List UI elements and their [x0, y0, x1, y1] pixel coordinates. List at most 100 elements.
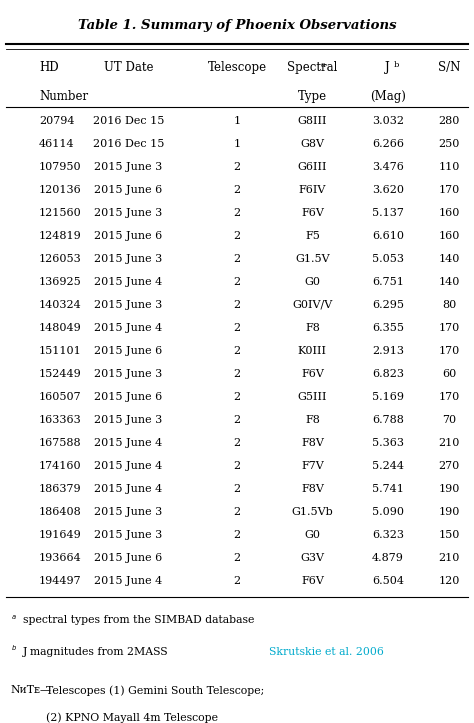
- Text: 210: 210: [438, 553, 460, 563]
- Text: G8V: G8V: [301, 139, 324, 149]
- Text: 2: 2: [233, 576, 241, 586]
- Text: 60: 60: [442, 369, 456, 379]
- Text: 20794: 20794: [39, 116, 74, 126]
- Text: 2015 June 4: 2015 June 4: [94, 323, 163, 333]
- Text: 6.751: 6.751: [372, 277, 404, 287]
- Text: 2016 Dec 15: 2016 Dec 15: [93, 139, 164, 149]
- Text: 2015 June 4: 2015 June 4: [94, 576, 163, 586]
- Text: 170: 170: [438, 185, 460, 195]
- Text: a: a: [321, 61, 326, 69]
- Text: 2: 2: [233, 553, 241, 563]
- Text: 160: 160: [438, 231, 460, 241]
- Text: 2: 2: [233, 369, 241, 379]
- Text: 210: 210: [438, 438, 460, 448]
- Text: S/N: S/N: [438, 61, 460, 74]
- Text: 5.244: 5.244: [372, 461, 404, 471]
- Text: 151101: 151101: [39, 346, 82, 356]
- Text: 152449: 152449: [39, 369, 82, 379]
- Text: 107950: 107950: [39, 162, 82, 172]
- Text: 2015 June 4: 2015 June 4: [94, 438, 163, 448]
- Text: 2015 June 6: 2015 June 6: [94, 553, 163, 563]
- Text: 4.879: 4.879: [372, 553, 404, 563]
- Text: G1.5Vb: G1.5Vb: [292, 507, 333, 517]
- Text: 2015 June 3: 2015 June 3: [94, 208, 163, 218]
- Text: 6.823: 6.823: [372, 369, 404, 379]
- Text: 2015 June 6: 2015 June 6: [94, 346, 163, 356]
- Text: G0: G0: [304, 277, 320, 287]
- Text: G0: G0: [304, 530, 320, 540]
- Text: Skrutskie et al. 2006: Skrutskie et al. 2006: [269, 646, 383, 656]
- Text: F5: F5: [305, 231, 320, 241]
- Text: 5.090: 5.090: [372, 507, 404, 517]
- Text: 6.295: 6.295: [372, 300, 404, 310]
- Text: 186408: 186408: [39, 507, 82, 517]
- Text: 2015 June 3: 2015 June 3: [94, 254, 163, 264]
- Text: 5.137: 5.137: [372, 208, 404, 218]
- Text: 2: 2: [233, 507, 241, 517]
- Text: 2015 June 4: 2015 June 4: [94, 277, 163, 287]
- Text: 6.266: 6.266: [372, 139, 404, 149]
- Text: 6.323: 6.323: [372, 530, 404, 540]
- Text: 191649: 191649: [39, 530, 82, 540]
- Text: 120: 120: [438, 576, 460, 586]
- Text: J: J: [385, 61, 390, 74]
- Text: 160: 160: [438, 208, 460, 218]
- Text: 2: 2: [233, 162, 241, 172]
- Text: 2: 2: [233, 438, 241, 448]
- Text: 2015 June 4: 2015 June 4: [94, 484, 163, 494]
- Text: 250: 250: [438, 139, 460, 149]
- Text: G8III: G8III: [298, 116, 327, 126]
- Text: $^b$: $^b$: [11, 646, 17, 656]
- Text: 140: 140: [438, 254, 460, 264]
- Text: 2015 June 3: 2015 June 3: [94, 507, 163, 517]
- Text: 170: 170: [438, 323, 460, 333]
- Text: F6IV: F6IV: [299, 185, 326, 195]
- Text: 186379: 186379: [39, 484, 82, 494]
- Text: F6V: F6V: [301, 576, 324, 586]
- Text: 2: 2: [233, 208, 241, 218]
- Text: 1: 1: [233, 139, 241, 149]
- Text: 3.032: 3.032: [372, 116, 404, 126]
- Text: J magnitudes from 2MASS: J magnitudes from 2MASS: [23, 646, 172, 656]
- Text: F6V: F6V: [301, 369, 324, 379]
- Text: 80: 80: [442, 300, 456, 310]
- Text: 2015 June 3: 2015 June 3: [94, 300, 163, 310]
- Text: 110: 110: [438, 162, 460, 172]
- Text: 3.476: 3.476: [372, 162, 404, 172]
- Text: 2016 Dec 15: 2016 Dec 15: [93, 116, 164, 126]
- Text: F8: F8: [305, 323, 320, 333]
- Text: (Mag): (Mag): [370, 90, 406, 103]
- Text: UT Date: UT Date: [104, 61, 154, 74]
- Text: 190: 190: [438, 484, 460, 494]
- Text: F8V: F8V: [301, 438, 324, 448]
- Text: F8V: F8V: [301, 484, 324, 494]
- Text: 190: 190: [438, 507, 460, 517]
- Text: 5.741: 5.741: [372, 484, 404, 494]
- Text: G5III: G5III: [298, 392, 327, 402]
- Text: 170: 170: [438, 392, 460, 402]
- Text: 2015 June 6: 2015 June 6: [94, 185, 163, 195]
- Text: 2: 2: [233, 346, 241, 356]
- Text: 126053: 126053: [39, 254, 82, 264]
- Text: 120136: 120136: [39, 185, 82, 195]
- Text: HD: HD: [39, 61, 59, 74]
- Text: 2.913: 2.913: [372, 346, 404, 356]
- Text: 70: 70: [442, 415, 456, 425]
- Text: 150: 150: [438, 530, 460, 540]
- Text: 167588: 167588: [39, 438, 82, 448]
- Text: 6.504: 6.504: [372, 576, 404, 586]
- Text: 280: 280: [438, 116, 460, 126]
- Text: spectral types from the SIMBAD database: spectral types from the SIMBAD database: [23, 615, 254, 625]
- Text: 160507: 160507: [39, 392, 82, 402]
- Text: Telescopes (1) Gemini South Telescope;: Telescopes (1) Gemini South Telescope;: [46, 685, 264, 696]
- Text: 5.169: 5.169: [372, 392, 404, 402]
- Text: 2: 2: [233, 530, 241, 540]
- Text: 46114: 46114: [39, 139, 75, 149]
- Text: 2015 June 3: 2015 June 3: [94, 415, 163, 425]
- Text: 6.355: 6.355: [372, 323, 404, 333]
- Text: 2015 June 3: 2015 June 3: [94, 162, 163, 172]
- Text: 2015 June 6: 2015 June 6: [94, 231, 163, 241]
- Text: 2: 2: [233, 277, 241, 287]
- Text: 2: 2: [233, 300, 241, 310]
- Text: NᴎTᴇ—: NᴎTᴇ—: [11, 685, 52, 696]
